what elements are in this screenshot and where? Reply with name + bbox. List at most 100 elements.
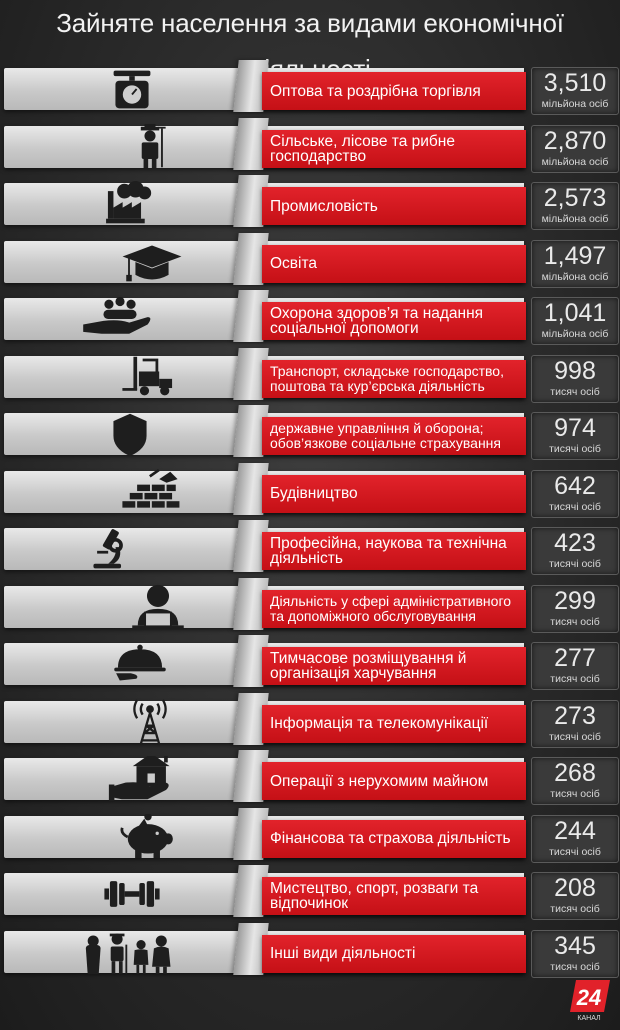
category-row: Операції з нерухомим майном 268 тисяч осіб — [0, 750, 620, 805]
value-box: 3,510 мільйона осіб — [531, 67, 619, 115]
red-label-panel — [262, 589, 526, 628]
category-label-text: Освіта — [270, 255, 318, 272]
red-label-panel — [262, 417, 526, 455]
bricks-icon — [122, 468, 180, 508]
value-box: 2,573 мільйона осіб — [531, 182, 619, 230]
forklift-icon — [122, 356, 173, 395]
category-row: Інші види діяльності 345 тисяч осіб — [0, 922, 620, 978]
category-label-text: Оптова та роздрібна торгівля — [270, 82, 481, 100]
category-row: Транспорт, складське господарство, пошто… — [0, 347, 620, 403]
shield-icon — [113, 413, 147, 457]
dumbbell-icon — [104, 881, 160, 907]
category-row: Професійна, наукова та технічна діяльніс… — [0, 520, 620, 575]
people-icon — [85, 933, 171, 974]
red-label-panel — [262, 877, 526, 915]
value-number: 277 — [554, 644, 596, 672]
value-number: 2,870 — [543, 126, 607, 155]
value-box: 273 тисячі осіб — [531, 699, 619, 748]
house-hand-icon — [108, 756, 170, 802]
red-label-panel — [262, 647, 526, 685]
value-number: 299 — [554, 586, 596, 615]
value-number: 208 — [554, 874, 596, 902]
value-unit: мільйона осіб — [541, 328, 609, 340]
category-label: Оптова та роздрібна торгівля — [270, 72, 526, 110]
value-unit: тисячі осіб — [549, 443, 601, 455]
category-label: Інші види діяльності — [270, 935, 526, 973]
category-label-text: Охорона здоров’я та надання соціальної д… — [270, 305, 484, 337]
category-label: Діяльність у сфері адміністративного та … — [270, 590, 526, 628]
value-unit: мільйона осіб — [541, 270, 609, 283]
category-label: Тимчасове розміщування й організація хар… — [270, 647, 526, 685]
category-label-text: Фінансова та страхова діяльність — [270, 830, 511, 847]
antenna-icon — [133, 698, 167, 744]
category-label-text: Професійна, наукова та технічна діяльніс… — [270, 535, 507, 567]
value-unit: мільйона осіб — [541, 155, 609, 168]
category-row: Тимчасове розміщування й організація хар… — [0, 635, 620, 690]
logo-number: 24 — [576, 985, 601, 1010]
value-number: 2,573 — [543, 184, 607, 212]
value-unit: тисяч осіб — [550, 615, 600, 628]
farmer-icon — [140, 123, 166, 168]
value-box: 299 тисяч осіб — [531, 584, 619, 633]
category-label: Інформація та телекомунікації — [270, 705, 526, 743]
logo-text: КАНАЛ — [577, 1015, 601, 1022]
value-number: 268 — [554, 759, 596, 787]
value-number: 244 — [554, 816, 596, 845]
scale-icon — [113, 70, 151, 109]
value-unit: тисяч осіб — [550, 903, 600, 915]
red-label-panel — [262, 359, 526, 398]
category-row: Будівництво 642 тисячі осіб — [0, 462, 620, 518]
red-label-panel — [262, 474, 526, 513]
value-unit: тисячі осіб — [549, 845, 601, 858]
value-number: 3,510 — [543, 69, 607, 97]
category-label-text: Транспорт, складське господарство, пошто… — [270, 362, 504, 394]
category-row: Промисловість 2,573 мільйона осіб — [0, 175, 620, 230]
value-box: 642 тисячі осіб — [531, 469, 619, 518]
category-label: Операції з нерухомим майном — [270, 762, 526, 800]
category-label-text: Діяльність у сфері адміністративного та … — [270, 592, 512, 624]
value-unit: мільйона осіб — [541, 98, 609, 110]
channel-24-logo: 24 КАНАЛ — [570, 980, 610, 1022]
value-number: 1,041 — [543, 299, 607, 327]
red-label-panel — [262, 762, 526, 800]
category-row: Оптова та роздрібна торгівля 3,510 мільйон… — [0, 60, 620, 115]
value-unit: тисяч осіб — [550, 788, 600, 800]
red-label-panel — [262, 187, 526, 225]
red-label-panel — [262, 244, 526, 283]
category-row: Інформація та телекомунікації 273 тисячі о… — [0, 692, 620, 748]
category-label-text: Інформація та телекомунікації — [270, 715, 489, 732]
value-box: 208 тисяч осіб — [531, 872, 619, 920]
value-box: 423 тисячі осіб — [531, 527, 619, 575]
value-unit: тисяч осіб — [550, 673, 600, 685]
value-unit: тисячі осіб — [549, 730, 601, 743]
category-label-text: Операції з нерухомим майном — [270, 772, 489, 790]
category-label: Охорона здоров’я та надання соціальної д… — [270, 302, 526, 340]
value-box: 2,870 мільйона осіб — [531, 124, 619, 173]
value-number: 642 — [554, 471, 596, 500]
category-label: Фінансова та страхова діяльність — [270, 820, 526, 858]
page-title: Зайняте населення за видами економічної … — [56, 8, 564, 84]
category-label: Мистецтво, спорт, розваги та відпочинок — [270, 877, 526, 915]
category-label: Будівництво — [270, 475, 526, 513]
category-row: Сільське, лісове та рибне господарство 2,… — [0, 117, 620, 173]
value-box: 345 тисяч осіб — [531, 929, 619, 978]
piggy-bank-icon — [120, 813, 173, 858]
red-label-panel — [262, 819, 526, 858]
category-label: Освіта — [270, 245, 526, 283]
graduation-cap-icon — [122, 244, 182, 281]
value-number: 1,497 — [543, 241, 607, 270]
category-label-text: Тимчасове розміщування й організація хар… — [270, 650, 467, 682]
factory-icon — [106, 181, 152, 224]
value-unit: тисячі осіб — [549, 558, 601, 570]
category-row: Діяльність у сфері адміністративного та … — [0, 577, 620, 633]
category-label: Транспорт, складське господарство, пошто… — [270, 360, 526, 398]
office-worker-icon — [132, 584, 184, 629]
red-label-panel — [262, 704, 526, 743]
red-label-panel — [262, 129, 526, 168]
value-box: 974 тисячі осіб — [531, 412, 619, 460]
hand-people-icon — [83, 296, 151, 334]
value-unit: тисячі осіб — [549, 500, 601, 513]
category-row: Фінансова та страхова діяльність 244 тисяч… — [0, 807, 620, 863]
category-label-text: державне управління й оборона; обов’язко… — [270, 420, 501, 451]
